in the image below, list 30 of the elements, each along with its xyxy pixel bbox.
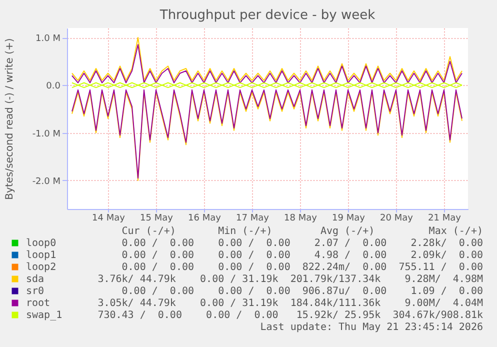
text: 0.00 / 0.00 0.00 / 0.00 906.87u/ 0.00 1.09 / 0.00	[122, 286, 483, 297]
text: Cur (-/+) Min (-/+) Avg (-/+) Max (-/+)	[122, 226, 483, 237]
chart-title: Throughput per device - by week	[158, 8, 376, 23]
x-tick-label: 20 May	[380, 214, 414, 224]
text: 0.00 / 0.00 0.00 / 0.00 4.98 / 0.00 2.09k/ 0.00	[122, 250, 483, 261]
y-axis-title: Bytes/second read (-) / write (+)	[4, 38, 16, 200]
legend-label: loop0	[26, 238, 56, 249]
y-tick-label: -2.0 M	[32, 176, 60, 187]
x-tick-label: 16 May	[188, 214, 222, 224]
legend-label: loop1	[26, 250, 56, 261]
x-tick-label: 17 May	[236, 214, 270, 224]
x-tick-label: 15 May	[140, 214, 174, 224]
x-tick-label: 19 May	[332, 214, 366, 224]
x-tick-label: 21 May	[428, 214, 462, 224]
x-tick-label: 14 May	[92, 214, 126, 224]
legend-label: loop2	[26, 262, 56, 273]
y-tick-label: -1.0 M	[32, 129, 60, 140]
legend-label: sr0	[26, 286, 44, 297]
text: 730.43 / 0.00 0.00 / 0.00 15.92k/ 25.95k 304.67k/908.81k	[98, 310, 483, 321]
legend-label: swap_1	[26, 310, 62, 321]
text: 3.05k/ 44.79k 0.00 / 31.19k 184.84k/111.36k 9.00M/ 4.04M	[98, 298, 483, 309]
y-tick-label: 0.0	[46, 82, 61, 92]
text: Last update: Thu May 21 23:45:14 2026	[260, 322, 483, 333]
text: 0.00 / 0.00 0.00 / 0.00 2.07 / 0.00 2.28k/ 0.00	[122, 238, 483, 249]
x-tick-label: 18 May	[284, 214, 318, 224]
text: 0.00 / 0.00 0.00 / 0.00 822.24m/ 0.00 755.11 / 0.00	[122, 262, 483, 273]
legend-label: root	[26, 298, 50, 309]
legend-label: sda	[26, 274, 44, 285]
y-tick-label: 1.0 M	[36, 34, 60, 44]
text: 3.76k/ 44.79k 0.00 / 31.19k 201.79k/137.34k 9.28M/ 4.98M	[98, 274, 483, 285]
